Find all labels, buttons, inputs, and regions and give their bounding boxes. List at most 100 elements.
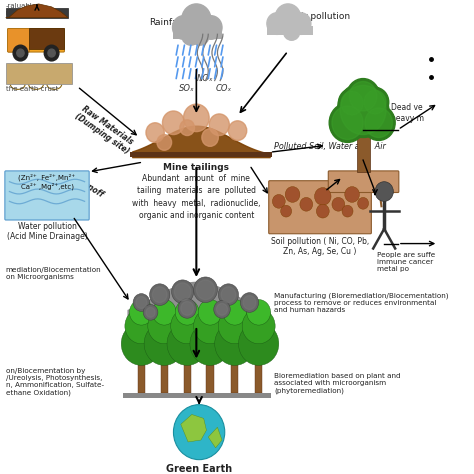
FancyBboxPatch shape	[6, 8, 68, 18]
FancyBboxPatch shape	[173, 29, 222, 39]
Circle shape	[146, 123, 164, 142]
Circle shape	[247, 300, 271, 325]
Circle shape	[275, 4, 301, 31]
Circle shape	[362, 105, 395, 140]
Text: on/Biocementation by
/Ureolysis, Photosynthesis,
n, Ammonification, Sulfate-
eth: on/Biocementation by /Ureolysis, Photosy…	[6, 368, 104, 396]
FancyBboxPatch shape	[207, 365, 214, 393]
Circle shape	[191, 26, 209, 45]
Circle shape	[215, 322, 255, 365]
Circle shape	[340, 85, 386, 135]
Circle shape	[329, 103, 366, 142]
Text: -raluable
rials: -raluable rials	[6, 3, 37, 16]
Circle shape	[346, 79, 380, 114]
FancyBboxPatch shape	[138, 365, 145, 393]
Circle shape	[152, 287, 167, 302]
Circle shape	[173, 405, 225, 460]
Text: Air pollution: Air pollution	[295, 12, 350, 21]
Circle shape	[267, 13, 287, 35]
Text: Soil pollution ( Ni, CO, Pb,
Zn, As, Ag, Se, Cu ): Soil pollution ( Ni, CO, Pb, Zn, As, Ag,…	[271, 237, 369, 256]
Circle shape	[148, 309, 181, 344]
Text: Water pollution
(Acid Mine Drainage): Water pollution (Acid Mine Drainage)	[7, 222, 87, 241]
Text: Raw Materials
(Dumping site): Raw Materials (Dumping site)	[73, 103, 137, 156]
Circle shape	[219, 284, 238, 305]
Circle shape	[228, 121, 247, 140]
Text: Abundant  amount  of  mine
tailing  materials  are  polluted
with  heavy  metal,: Abundant amount of mine tailing material…	[132, 174, 261, 220]
Circle shape	[300, 197, 313, 211]
FancyBboxPatch shape	[231, 365, 238, 393]
FancyBboxPatch shape	[130, 152, 273, 157]
Circle shape	[150, 284, 170, 305]
Circle shape	[182, 4, 211, 36]
Circle shape	[178, 299, 196, 318]
Circle shape	[157, 135, 172, 150]
Circle shape	[281, 205, 292, 217]
Text: COₓ: COₓ	[216, 84, 232, 93]
Circle shape	[167, 322, 207, 365]
FancyBboxPatch shape	[356, 123, 370, 172]
Circle shape	[357, 197, 369, 209]
Circle shape	[143, 304, 158, 320]
FancyBboxPatch shape	[8, 28, 64, 52]
FancyBboxPatch shape	[5, 171, 89, 220]
Polygon shape	[6, 4, 68, 18]
Circle shape	[190, 322, 230, 365]
Circle shape	[152, 300, 176, 325]
Text: mediation/Biocementation
on Microorganisms: mediation/Biocementation on Microorganis…	[6, 267, 101, 280]
FancyBboxPatch shape	[6, 63, 72, 84]
Circle shape	[144, 322, 184, 365]
Circle shape	[273, 194, 285, 208]
Circle shape	[332, 106, 363, 139]
Circle shape	[174, 283, 191, 301]
Text: Polluted Soil, Water and  Air: Polluted Soil, Water and Air	[274, 142, 386, 151]
Circle shape	[17, 49, 24, 57]
Circle shape	[316, 204, 329, 218]
FancyBboxPatch shape	[255, 365, 262, 393]
FancyBboxPatch shape	[183, 365, 191, 393]
FancyBboxPatch shape	[328, 171, 399, 192]
Circle shape	[183, 104, 209, 132]
Text: (Zn²⁺, Fe²⁺,Mn²⁺
Ca²⁺ ,Mg²⁺,etc): (Zn²⁺, Fe²⁺,Mn²⁺ Ca²⁺ ,Mg²⁺,etc)	[18, 174, 75, 190]
Circle shape	[223, 300, 247, 325]
Text: SOₓ: SOₓ	[179, 84, 195, 93]
Circle shape	[361, 87, 389, 117]
Circle shape	[173, 16, 194, 39]
Circle shape	[332, 197, 345, 211]
Text: the earth crust: the earth crust	[6, 86, 58, 92]
Circle shape	[337, 82, 389, 137]
Text: Mine tailings: Mine tailings	[164, 163, 229, 172]
Circle shape	[365, 108, 392, 137]
Text: Green Earth: Green Earth	[166, 464, 232, 474]
Circle shape	[196, 280, 215, 300]
Text: Bioremediation based on plant and
associated with microorganism
(phytoremediatio: Bioremediation based on plant and associ…	[274, 373, 401, 394]
FancyBboxPatch shape	[269, 181, 371, 234]
Text: Rainfall: Rainfall	[149, 18, 182, 27]
FancyBboxPatch shape	[123, 393, 272, 398]
Circle shape	[291, 13, 311, 35]
Circle shape	[193, 277, 218, 302]
Circle shape	[146, 308, 155, 317]
FancyBboxPatch shape	[29, 27, 64, 49]
Circle shape	[209, 114, 229, 136]
Circle shape	[129, 300, 153, 325]
Circle shape	[243, 296, 256, 310]
Circle shape	[315, 188, 331, 205]
FancyBboxPatch shape	[126, 320, 271, 324]
Circle shape	[163, 111, 184, 135]
Circle shape	[238, 322, 279, 365]
FancyBboxPatch shape	[161, 365, 168, 393]
Circle shape	[285, 187, 300, 202]
Circle shape	[48, 49, 55, 57]
Circle shape	[125, 309, 158, 344]
Circle shape	[242, 309, 275, 344]
Text: Runoff: Runoff	[77, 177, 105, 200]
Circle shape	[221, 287, 236, 302]
Text: People are suffe
immune cancer
metal po: People are suffe immune cancer metal po	[377, 253, 435, 273]
Circle shape	[349, 82, 377, 111]
Circle shape	[338, 88, 366, 118]
Circle shape	[364, 91, 386, 114]
Circle shape	[198, 300, 222, 325]
Circle shape	[180, 120, 194, 136]
Circle shape	[219, 309, 251, 344]
Text: Manufacturing (Bioremediation/Biocementation)
process to remove or reduces envir: Manufacturing (Bioremediation/Biocementa…	[274, 292, 449, 313]
Circle shape	[200, 16, 222, 39]
